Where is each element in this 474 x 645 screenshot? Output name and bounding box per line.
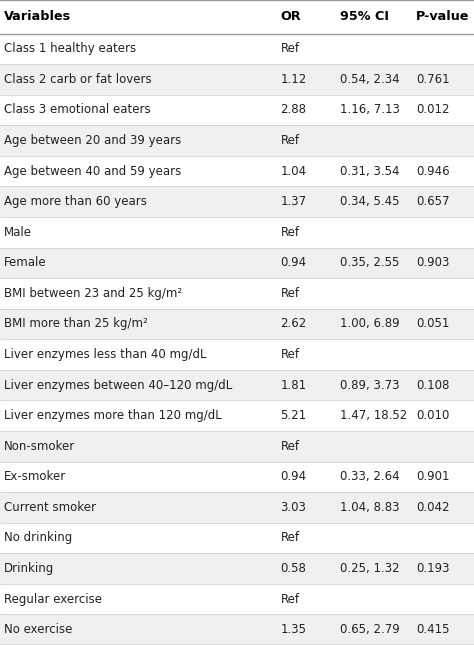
Text: Ref: Ref <box>281 134 300 147</box>
Text: 0.903: 0.903 <box>416 256 449 270</box>
Text: 95% CI: 95% CI <box>340 10 389 23</box>
Text: BMI more than 25 kg/m²: BMI more than 25 kg/m² <box>4 317 147 330</box>
Text: 2.88: 2.88 <box>281 103 307 117</box>
Bar <box>0 248 474 278</box>
Text: 1.04, 8.83: 1.04, 8.83 <box>340 501 400 514</box>
Text: Age between 20 and 39 years: Age between 20 and 39 years <box>4 134 181 147</box>
Text: Drinking: Drinking <box>4 562 54 575</box>
Text: Male: Male <box>4 226 32 239</box>
Text: 0.946: 0.946 <box>416 164 450 177</box>
Text: 0.051: 0.051 <box>416 317 449 330</box>
Text: 0.33, 2.64: 0.33, 2.64 <box>340 470 400 483</box>
Text: 0.89, 3.73: 0.89, 3.73 <box>340 379 400 392</box>
Bar <box>0 125 474 156</box>
Text: 1.12: 1.12 <box>281 73 307 86</box>
Text: BMI between 23 and 25 kg/m²: BMI between 23 and 25 kg/m² <box>4 287 182 300</box>
Text: Ex-smoker: Ex-smoker <box>4 470 66 483</box>
Text: No drinking: No drinking <box>4 531 72 544</box>
Bar <box>0 584 474 615</box>
Text: No exercise: No exercise <box>4 623 72 636</box>
Text: Class 2 carb or fat lovers: Class 2 carb or fat lovers <box>4 73 151 86</box>
Bar <box>0 186 474 217</box>
Bar <box>0 462 474 492</box>
Bar <box>0 0 474 34</box>
Bar <box>0 217 474 248</box>
Text: Age between 40 and 59 years: Age between 40 and 59 years <box>4 164 181 177</box>
Text: 0.31, 3.54: 0.31, 3.54 <box>340 164 400 177</box>
Text: 0.58: 0.58 <box>281 562 307 575</box>
Text: 1.00, 6.89: 1.00, 6.89 <box>340 317 400 330</box>
Bar <box>0 522 474 553</box>
Text: P-value: P-value <box>416 10 470 23</box>
Text: Variables: Variables <box>4 10 71 23</box>
Text: 0.193: 0.193 <box>416 562 450 575</box>
Bar <box>0 492 474 522</box>
Text: 2.62: 2.62 <box>281 317 307 330</box>
Text: 0.34, 5.45: 0.34, 5.45 <box>340 195 400 208</box>
Text: 1.35: 1.35 <box>281 623 307 636</box>
Text: Age more than 60 years: Age more than 60 years <box>4 195 146 208</box>
Text: 5.21: 5.21 <box>281 409 307 422</box>
Text: Ref: Ref <box>281 440 300 453</box>
Bar <box>0 34 474 64</box>
Text: 0.901: 0.901 <box>416 470 450 483</box>
Text: 0.657: 0.657 <box>416 195 450 208</box>
Bar <box>0 553 474 584</box>
Text: Ref: Ref <box>281 226 300 239</box>
Text: 0.761: 0.761 <box>416 73 450 86</box>
Text: 0.042: 0.042 <box>416 501 450 514</box>
Bar <box>0 156 474 186</box>
Text: Ref: Ref <box>281 348 300 361</box>
Bar <box>0 309 474 339</box>
Text: 1.04: 1.04 <box>281 164 307 177</box>
Bar <box>0 64 474 95</box>
Text: Liver enzymes between 40–120 mg/dL: Liver enzymes between 40–120 mg/dL <box>4 379 232 392</box>
Text: 0.94: 0.94 <box>281 256 307 270</box>
Text: 0.65, 2.79: 0.65, 2.79 <box>340 623 400 636</box>
Text: Class 3 emotional eaters: Class 3 emotional eaters <box>4 103 150 117</box>
Text: 0.010: 0.010 <box>416 409 449 422</box>
Text: 0.012: 0.012 <box>416 103 450 117</box>
Text: Regular exercise: Regular exercise <box>4 593 102 606</box>
Bar <box>0 431 474 462</box>
Text: 1.16, 7.13: 1.16, 7.13 <box>340 103 400 117</box>
Text: Liver enzymes less than 40 mg/dL: Liver enzymes less than 40 mg/dL <box>4 348 206 361</box>
Text: 0.415: 0.415 <box>416 623 450 636</box>
Text: Ref: Ref <box>281 531 300 544</box>
Text: Liver enzymes more than 120 mg/dL: Liver enzymes more than 120 mg/dL <box>4 409 221 422</box>
Text: Ref: Ref <box>281 43 300 55</box>
Bar <box>0 278 474 309</box>
Text: Female: Female <box>4 256 46 270</box>
Text: 0.35, 2.55: 0.35, 2.55 <box>340 256 400 270</box>
Text: 0.54, 2.34: 0.54, 2.34 <box>340 73 400 86</box>
Text: Non-smoker: Non-smoker <box>4 440 75 453</box>
Text: Current smoker: Current smoker <box>4 501 96 514</box>
Text: 0.108: 0.108 <box>416 379 449 392</box>
Text: 3.03: 3.03 <box>281 501 307 514</box>
Text: Class 1 healthy eaters: Class 1 healthy eaters <box>4 43 136 55</box>
Text: 0.94: 0.94 <box>281 470 307 483</box>
Text: 1.37: 1.37 <box>281 195 307 208</box>
Bar <box>0 615 474 645</box>
Bar <box>0 370 474 401</box>
Bar <box>0 339 474 370</box>
Text: 0.25, 1.32: 0.25, 1.32 <box>340 562 400 575</box>
Text: OR: OR <box>281 10 301 23</box>
Bar <box>0 401 474 431</box>
Bar <box>0 95 474 125</box>
Text: 1.47, 18.52: 1.47, 18.52 <box>340 409 408 422</box>
Text: Ref: Ref <box>281 287 300 300</box>
Text: 1.81: 1.81 <box>281 379 307 392</box>
Text: Ref: Ref <box>281 593 300 606</box>
